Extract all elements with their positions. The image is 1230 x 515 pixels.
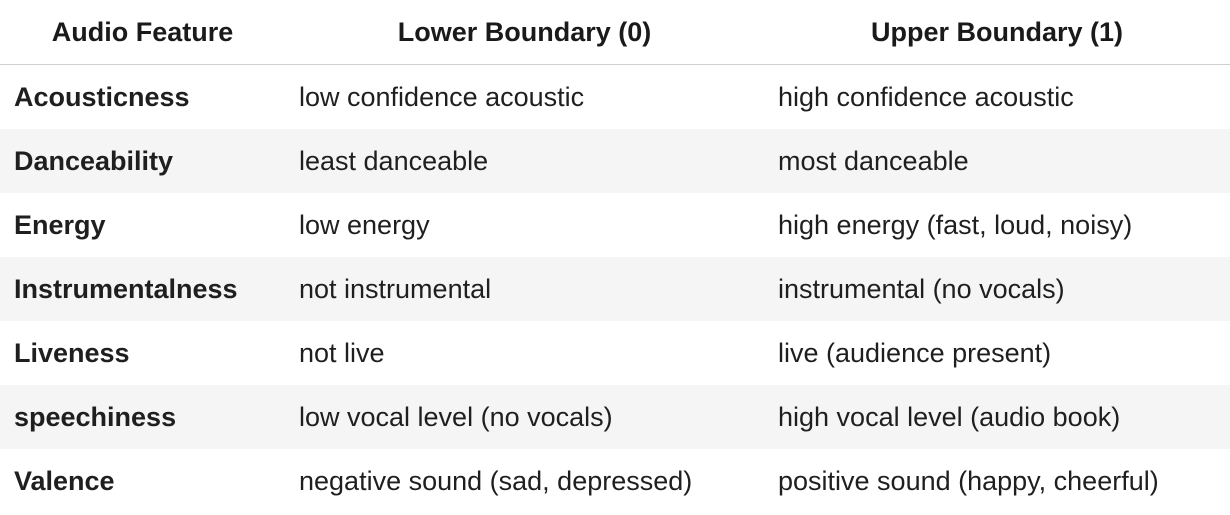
feature-name: Energy xyxy=(14,209,106,240)
lower-boundary-value: low vocal level (no vocals) xyxy=(285,385,764,449)
upper-boundary-value: positive sound (happy, cheerful) xyxy=(778,465,1159,496)
header-lower-boundary: Lower Boundary (0) xyxy=(285,0,764,65)
table-row: Valence negative sound (sad, depressed) … xyxy=(0,449,1230,513)
table-header-row: Audio Feature Lower Boundary (0) Upper B… xyxy=(0,0,1230,65)
upper-boundary-value: high energy (fast, loud, noisy) xyxy=(778,209,1133,240)
table-row: Energy low energy high energy (fast, lou… xyxy=(0,193,1230,257)
table-row: speechiness low vocal level (no vocals) … xyxy=(0,385,1230,449)
table-row: Liveness not live live (audience present… xyxy=(0,321,1230,385)
lower-boundary-value: least danceable xyxy=(285,129,764,193)
upper-boundary-value: most danceable xyxy=(764,129,1230,193)
upper-boundary-value: live (audience present) xyxy=(778,337,1052,368)
feature-name: speechiness xyxy=(0,385,285,449)
upper-boundary-value: high confidence acoustic xyxy=(778,81,1074,112)
header-audio-feature: Audio Feature xyxy=(0,0,285,65)
feature-name: Liveness xyxy=(14,337,130,368)
upper-boundary-value: high vocal level (audio book) xyxy=(764,385,1230,449)
lower-boundary-value: not live xyxy=(299,337,385,368)
table-row: Acousticness low confidence acoustic hig… xyxy=(0,65,1230,130)
upper-boundary-value: instrumental (no vocals) xyxy=(764,257,1230,321)
lower-boundary-value: low confidence acoustic xyxy=(299,81,585,112)
lower-boundary-value: not instrumental xyxy=(285,257,764,321)
lower-boundary-value: negative sound (sad, depressed) xyxy=(299,465,693,496)
feature-name: Acousticness xyxy=(14,81,190,112)
header-upper-boundary: Upper Boundary (1) xyxy=(764,0,1230,65)
feature-name: Danceability xyxy=(0,129,285,193)
table-row: Danceability least danceable most dancea… xyxy=(0,129,1230,193)
lower-boundary-value: low energy xyxy=(299,209,430,240)
table-row: Instrumentalness not instrumental instru… xyxy=(0,257,1230,321)
feature-name: Instrumentalness xyxy=(0,257,285,321)
feature-name: Valence xyxy=(14,465,115,496)
